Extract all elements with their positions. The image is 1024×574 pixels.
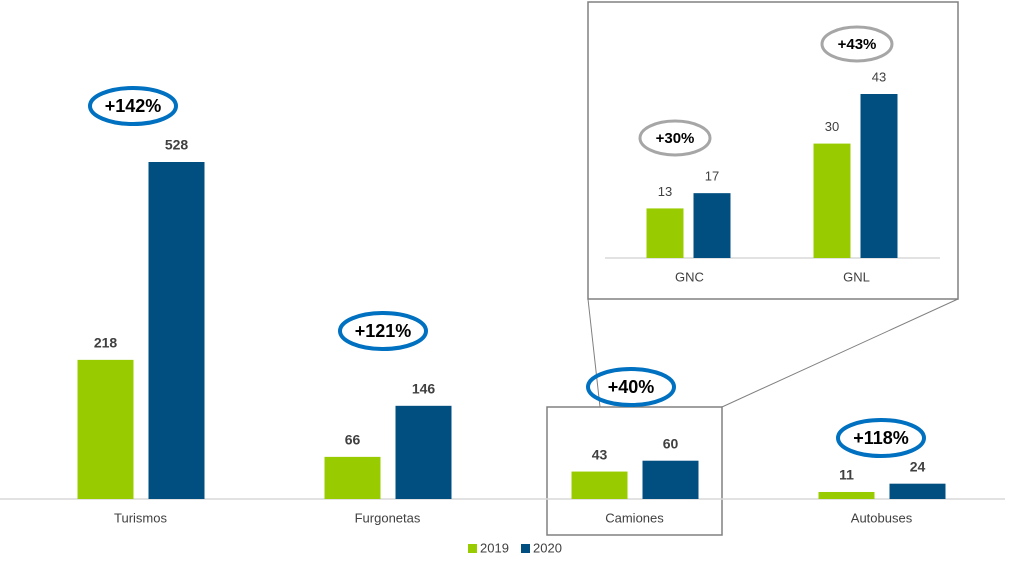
value-label: 43 [872,69,886,84]
value-label: 30 [825,119,839,134]
legend-label: 2019 [480,540,509,555]
bar [818,491,875,499]
bar [642,460,699,499]
legend-swatch [468,544,477,553]
bar [889,483,946,499]
value-label: 43 [592,446,608,462]
connector [587,298,601,408]
bar [813,143,851,258]
value-label: 13 [658,184,672,199]
x-tick-label: Furgonetas [355,510,421,525]
x-tick-label: Camiones [605,510,664,525]
annotation-ellipse [638,119,712,157]
annotation: +40% [608,377,655,397]
value-label: 146 [412,381,436,397]
bar [860,94,898,258]
annotation: +30% [656,130,695,147]
value-label: 17 [705,169,719,184]
annotation-ellipse [820,25,894,63]
bar [571,471,628,499]
x-tick-label: Autobuses [851,510,913,525]
legend-label: 2020 [533,540,562,555]
value-label: 66 [345,432,361,448]
annotation-ellipse [338,311,428,351]
bar [148,162,205,499]
bar [324,456,381,499]
bar [646,208,684,258]
bar [395,405,452,499]
x-tick-label: Turismos [114,510,167,525]
annotation-ellipse [836,418,926,458]
connector [721,298,959,408]
value-label: 528 [165,137,189,153]
annotation: +118% [853,428,909,448]
bar [693,193,731,258]
highlight-frame [546,406,723,536]
value-label: 218 [94,335,118,351]
bar [77,359,134,499]
annotation-ellipse [586,367,676,407]
inset-frame [587,1,959,300]
x-tick-label: GNL [843,269,870,284]
annotation: +121% [355,321,412,341]
annotation: +43% [838,36,877,53]
annotation: +142% [105,96,162,116]
x-tick-label: GNC [675,269,704,284]
value-label: 24 [910,458,926,474]
annotation-ellipse [88,86,178,126]
value-label: 60 [663,435,679,451]
legend-swatch [521,544,530,553]
value-label: 11 [839,467,854,483]
